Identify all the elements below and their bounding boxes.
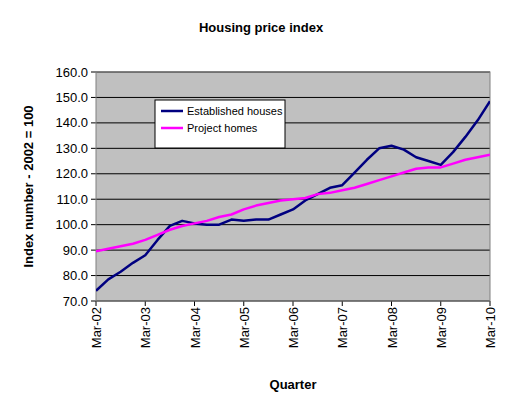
legend-swatch xyxy=(161,127,183,130)
y-tick xyxy=(91,122,96,123)
y-tick xyxy=(91,173,96,174)
x-tick-label: Mar-02 xyxy=(89,307,104,348)
x-tick xyxy=(243,301,244,306)
y-tick xyxy=(91,97,96,98)
x-tick xyxy=(96,301,97,306)
series-line xyxy=(96,155,490,252)
grid-line xyxy=(96,97,490,98)
y-tick xyxy=(91,301,96,302)
y-tick-label: 110.0 xyxy=(56,192,88,207)
x-tick xyxy=(145,301,146,306)
y-tick xyxy=(91,72,96,73)
x-tick-label: Mar-03 xyxy=(138,307,153,348)
x-tick xyxy=(342,301,343,306)
y-tick-label: 70.0 xyxy=(63,294,88,309)
grid-line xyxy=(96,173,490,174)
y-axis-title: Index number - 2002 = 100 xyxy=(21,105,36,267)
legend-box xyxy=(155,100,285,148)
legend-label: Established houses xyxy=(187,105,283,117)
x-axis-title: Quarter xyxy=(270,377,317,392)
y-tick xyxy=(91,275,96,276)
legend-label: Project homes xyxy=(187,122,258,134)
y-tick-label: 120.0 xyxy=(55,166,88,181)
x-tick-label: Mar-09 xyxy=(434,307,449,348)
legend-swatch xyxy=(161,110,183,113)
y-tick-label: 130.0 xyxy=(55,141,88,156)
y-tick xyxy=(91,224,96,225)
chart: Housing price index 70.0 80.0 90.0 100.0 110.… xyxy=(0,0,522,410)
y-tick xyxy=(91,148,96,149)
x-tick-label: Mar-05 xyxy=(237,307,252,348)
x-tick-label: Mar-04 xyxy=(188,307,203,348)
title: Housing price index xyxy=(199,20,324,35)
y-tick-label: 140.0 xyxy=(55,115,88,130)
x-tick xyxy=(391,301,392,306)
x-tick-label: Mar-10 xyxy=(483,307,498,348)
y-tick-label: 150.0 xyxy=(55,90,88,105)
y-tick-label: 160.0 xyxy=(55,65,88,80)
y-tick xyxy=(91,250,96,251)
grid-line xyxy=(96,224,490,225)
x-tick-label: Mar-06 xyxy=(286,307,301,348)
x-tick-label: Mar-08 xyxy=(385,307,400,348)
legend: Established houses Project homes xyxy=(155,100,285,148)
y-tick-label: 80.0 xyxy=(63,268,88,283)
plot-frame xyxy=(96,72,490,301)
x-tick xyxy=(490,301,491,306)
y-tick xyxy=(91,199,96,200)
grid-line xyxy=(96,250,490,251)
plot-area xyxy=(96,72,490,301)
y-tick-label: 90.0 xyxy=(63,243,88,258)
x-tick-label: Mar-07 xyxy=(335,307,350,348)
grid-line xyxy=(96,275,490,276)
x-tick xyxy=(293,301,294,306)
y-tick-label: 100.0 xyxy=(55,217,88,232)
x-tick xyxy=(194,301,195,306)
x-tick xyxy=(440,301,441,306)
background xyxy=(0,0,522,410)
